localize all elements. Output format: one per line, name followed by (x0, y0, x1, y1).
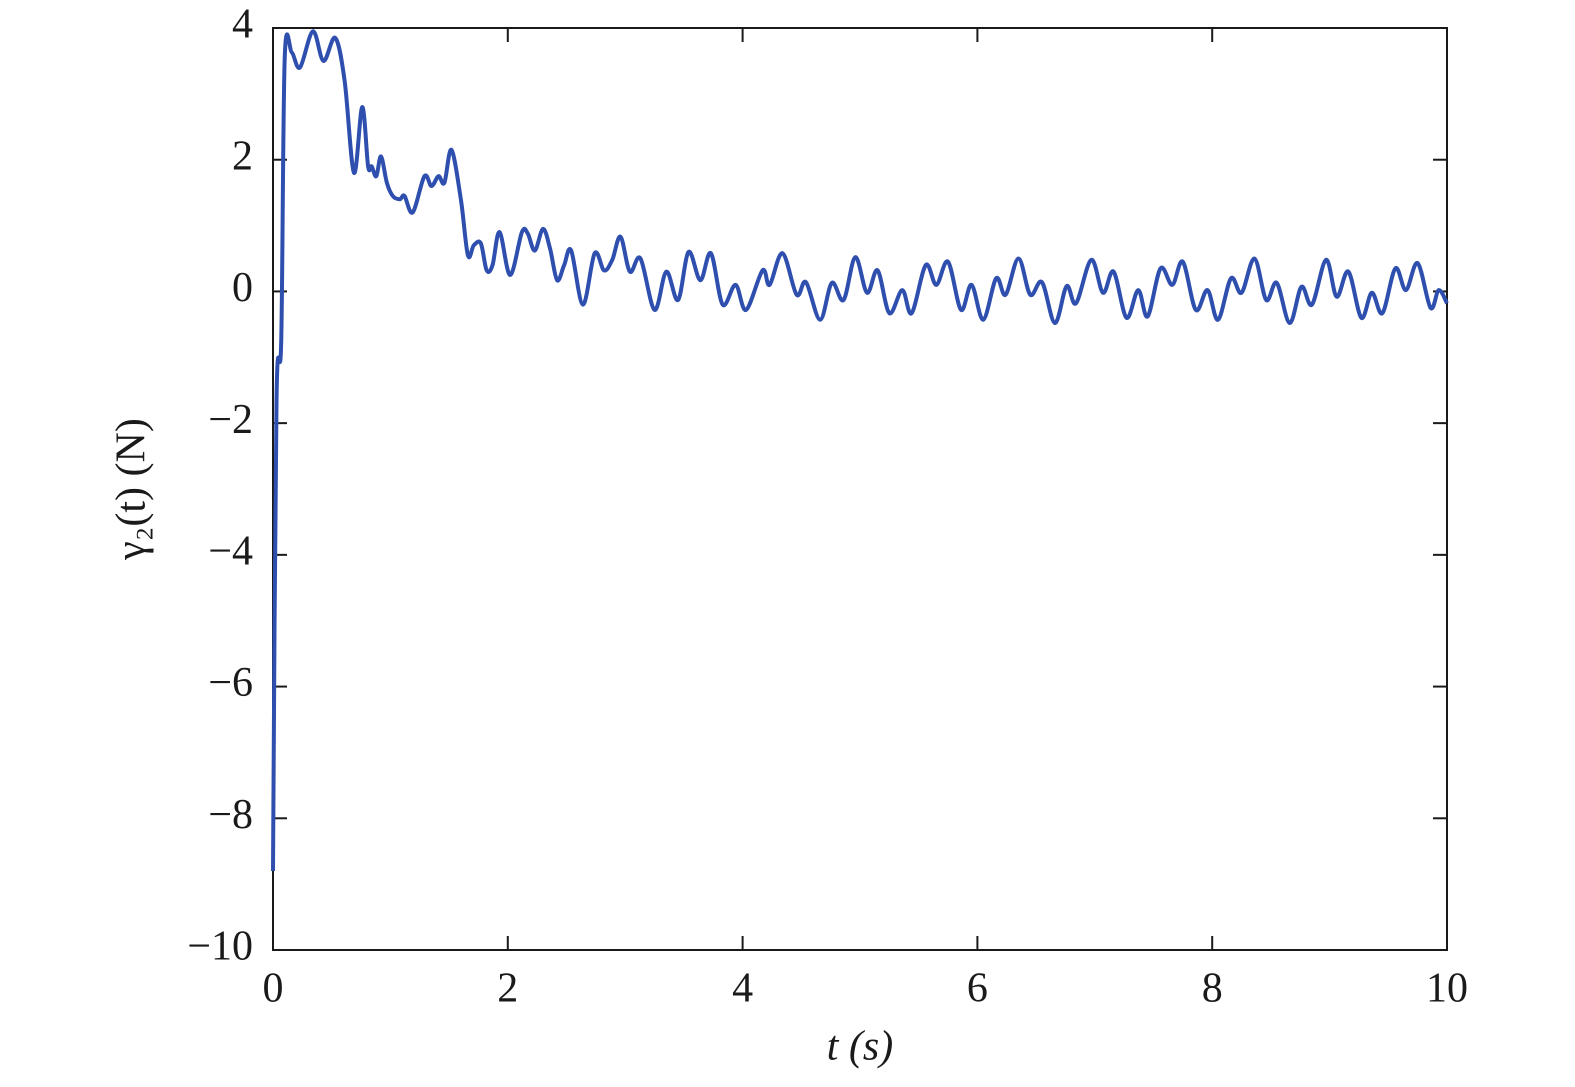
x-tick-label: 10 (1426, 966, 1468, 1012)
y-tick-label: −4 (208, 528, 253, 574)
x-tick-label: 8 (1202, 966, 1223, 1012)
x-tick-label: 6 (967, 966, 988, 1012)
x-tick-label: 0 (263, 966, 284, 1012)
plot-frame (272, 27, 1448, 951)
data-line (271, 29, 1449, 871)
x-axis-label: t (s) (827, 1024, 894, 1070)
x-tick-label: 2 (497, 966, 518, 1012)
y-tick-label: 2 (232, 133, 253, 179)
y-axis-label: γ₂(t) (N) (109, 418, 155, 561)
x-tick-label: 4 (732, 966, 753, 1012)
y-tick-label: −8 (208, 792, 253, 838)
y-tick-label: −10 (187, 924, 253, 970)
y-tick-label: 4 (232, 2, 253, 48)
y-tick-label: −2 (208, 397, 253, 443)
y-tick-label: −6 (208, 660, 253, 706)
y-tick-label: 0 (232, 265, 253, 311)
